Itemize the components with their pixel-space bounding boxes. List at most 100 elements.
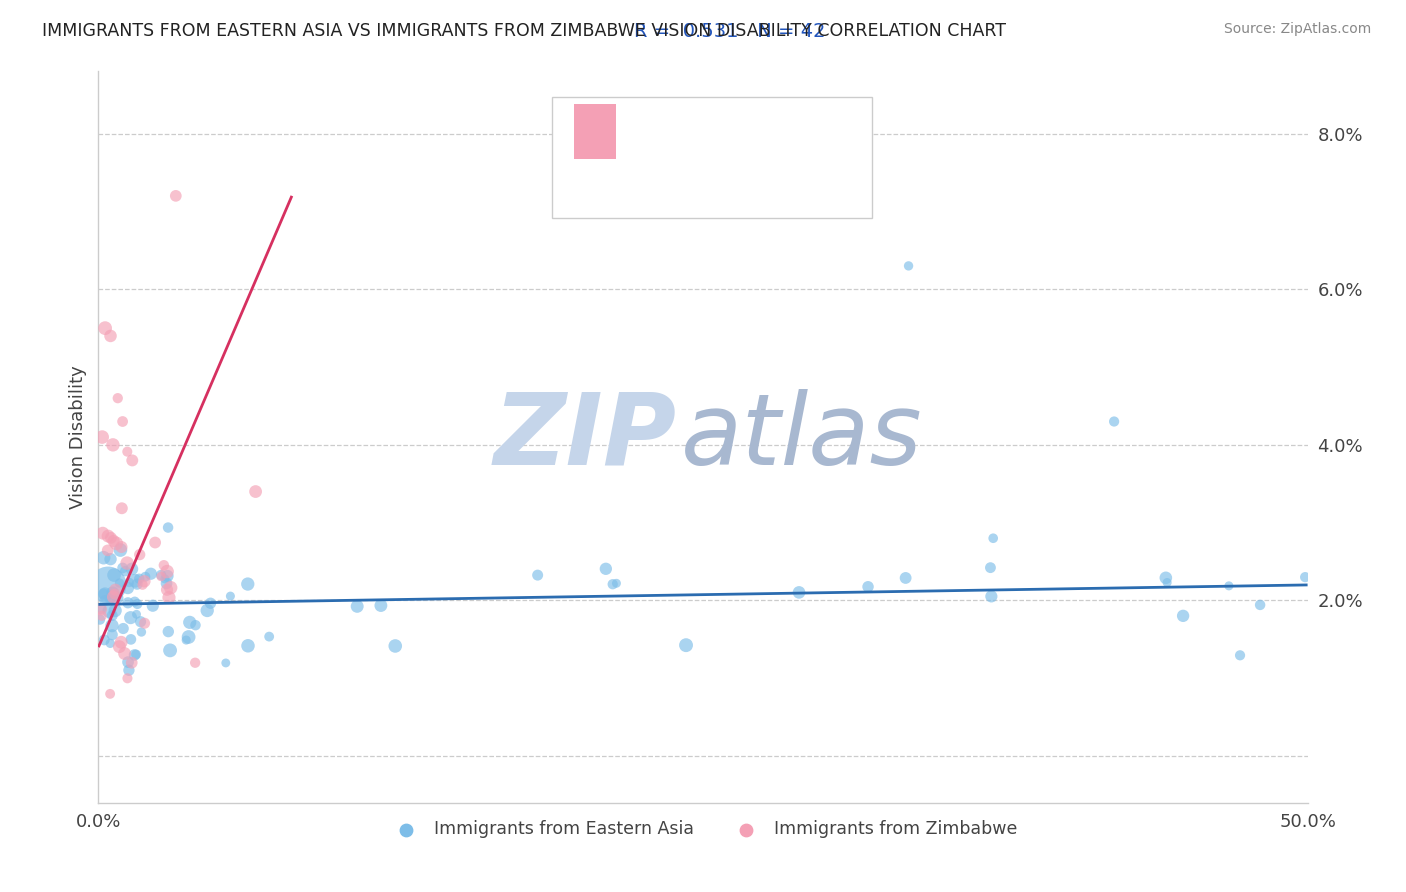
- Point: [110, 635, 132, 649]
- Point: [153, 558, 176, 573]
- Point: [93, 593, 115, 607]
- Point: [195, 603, 218, 617]
- Point: [103, 533, 125, 548]
- Point: [236, 577, 259, 591]
- Point: [605, 576, 627, 591]
- Point: [1249, 598, 1271, 612]
- Point: [111, 501, 134, 516]
- Point: [101, 608, 124, 623]
- Point: [121, 562, 143, 576]
- Point: [179, 615, 201, 630]
- Point: [107, 591, 129, 605]
- Point: [101, 628, 124, 642]
- Point: [98, 604, 121, 618]
- Text: atlas: atlas: [682, 389, 922, 485]
- Point: [346, 599, 368, 614]
- Point: [215, 656, 238, 670]
- Point: [159, 581, 181, 595]
- Point: [979, 560, 1001, 574]
- Point: [117, 655, 139, 669]
- Point: [595, 562, 617, 576]
- Point: [153, 572, 176, 586]
- Point: [200, 596, 222, 610]
- Point: [97, 578, 120, 592]
- Point: [121, 453, 143, 467]
- Point: [159, 643, 181, 657]
- Point: [104, 604, 127, 618]
- Point: [245, 484, 267, 499]
- Point: [101, 586, 124, 600]
- Y-axis label: Vision Disability: Vision Disability: [69, 365, 87, 509]
- Point: [139, 566, 162, 581]
- Legend: Immigrants from Eastern Asia, Immigrants from Zimbabwe: Immigrants from Eastern Asia, Immigrants…: [382, 814, 1024, 846]
- Point: [787, 585, 810, 599]
- Point: [107, 391, 129, 405]
- Point: [155, 576, 177, 591]
- Point: [125, 648, 148, 662]
- Point: [1218, 579, 1240, 593]
- Point: [97, 543, 120, 558]
- Point: [104, 587, 127, 601]
- Point: [1156, 575, 1178, 590]
- Point: [101, 618, 124, 632]
- Point: [120, 632, 142, 647]
- Point: [104, 582, 127, 597]
- Point: [110, 543, 132, 558]
- Point: [157, 520, 180, 534]
- Point: [981, 531, 1004, 545]
- Point: [105, 536, 128, 550]
- Point: [121, 656, 143, 670]
- Point: [108, 640, 131, 654]
- Point: [118, 575, 141, 590]
- Point: [150, 568, 173, 582]
- Point: [675, 638, 697, 652]
- Point: [129, 615, 152, 629]
- Point: [980, 590, 1002, 604]
- Point: [157, 591, 180, 605]
- Point: [157, 624, 180, 639]
- Point: [1294, 570, 1316, 584]
- Point: [134, 570, 156, 584]
- Point: [894, 571, 917, 585]
- Point: [108, 576, 131, 591]
- Point: [91, 526, 114, 541]
- Point: [124, 648, 146, 662]
- Point: [142, 599, 165, 613]
- Point: [100, 329, 122, 343]
- Point: [114, 647, 136, 661]
- Point: [89, 613, 111, 627]
- Point: [127, 597, 149, 611]
- Point: [184, 618, 207, 632]
- Point: [91, 430, 114, 444]
- Point: [856, 580, 879, 594]
- Point: [165, 189, 187, 203]
- Point: [134, 574, 156, 589]
- Point: [98, 636, 121, 650]
- Point: [98, 592, 121, 607]
- Point: [112, 622, 135, 636]
- Point: [110, 540, 132, 554]
- Point: [124, 594, 146, 608]
- Point: [156, 569, 179, 583]
- Point: [1154, 571, 1177, 585]
- Point: [97, 529, 120, 543]
- Point: [100, 552, 122, 566]
- Point: [93, 632, 115, 647]
- Point: [111, 415, 134, 429]
- Point: [1102, 415, 1125, 429]
- Point: [103, 590, 125, 604]
- Point: [100, 531, 122, 545]
- Text: Source: ZipAtlas.com: Source: ZipAtlas.com: [1223, 22, 1371, 37]
- Point: [115, 556, 138, 570]
- Point: [128, 572, 150, 586]
- Point: [156, 582, 179, 597]
- Point: [111, 561, 134, 575]
- Point: [384, 639, 406, 653]
- Point: [124, 574, 146, 588]
- Point: [93, 587, 115, 601]
- Point: [526, 568, 548, 582]
- Point: [103, 568, 125, 582]
- Point: [98, 687, 121, 701]
- Point: [1229, 648, 1251, 663]
- Point: [101, 438, 124, 452]
